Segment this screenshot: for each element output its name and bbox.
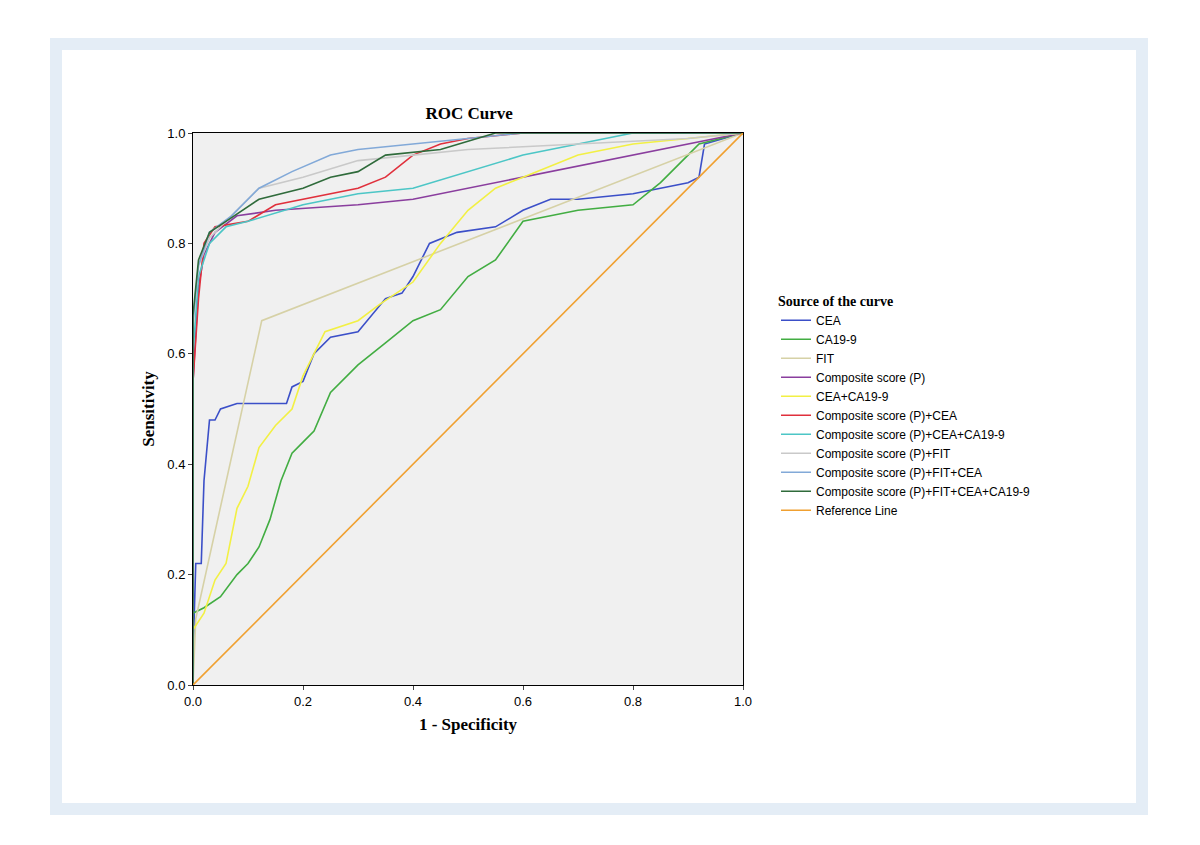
svg-text:FIT: FIT <box>816 352 835 366</box>
svg-text:0.4: 0.4 <box>167 457 185 472</box>
svg-text:Composite score (P): Composite score (P) <box>816 371 925 385</box>
svg-text:0.8: 0.8 <box>624 694 642 709</box>
svg-text:Composite score (P)+CEA+CA19-9: Composite score (P)+CEA+CA19-9 <box>816 428 1005 442</box>
svg-text:0.2: 0.2 <box>294 694 312 709</box>
svg-text:CEA: CEA <box>816 314 841 328</box>
svg-text:0.0: 0.0 <box>167 678 185 693</box>
svg-text:1.0: 1.0 <box>167 126 185 141</box>
svg-text:Reference Line: Reference Line <box>816 504 898 518</box>
svg-text:0.6: 0.6 <box>514 694 532 709</box>
svg-text:0.2: 0.2 <box>167 567 185 582</box>
svg-text:0.0: 0.0 <box>184 694 202 709</box>
svg-text:1.0: 1.0 <box>734 694 752 709</box>
svg-text:0.6: 0.6 <box>167 346 185 361</box>
svg-text:CEA+CA19-9: CEA+CA19-9 <box>816 390 889 404</box>
svg-text:Source of the curve: Source of the curve <box>778 294 893 309</box>
svg-text:1 - Specificity: 1 - Specificity <box>419 715 518 734</box>
svg-text:0.8: 0.8 <box>167 236 185 251</box>
svg-text:ROC Curve: ROC Curve <box>426 104 514 123</box>
svg-text:CA19-9: CA19-9 <box>816 333 857 347</box>
svg-text:Composite score (P)+CEA: Composite score (P)+CEA <box>816 409 957 423</box>
svg-text:Sensitivity: Sensitivity <box>139 371 158 447</box>
svg-text:Composite score (P)+FIT: Composite score (P)+FIT <box>816 447 951 461</box>
svg-text:Composite score (P)+FIT+CEA+CA: Composite score (P)+FIT+CEA+CA19-9 <box>816 485 1030 499</box>
svg-text:Composite score (P)+FIT+CEA: Composite score (P)+FIT+CEA <box>816 466 982 480</box>
svg-text:0.4: 0.4 <box>404 694 422 709</box>
